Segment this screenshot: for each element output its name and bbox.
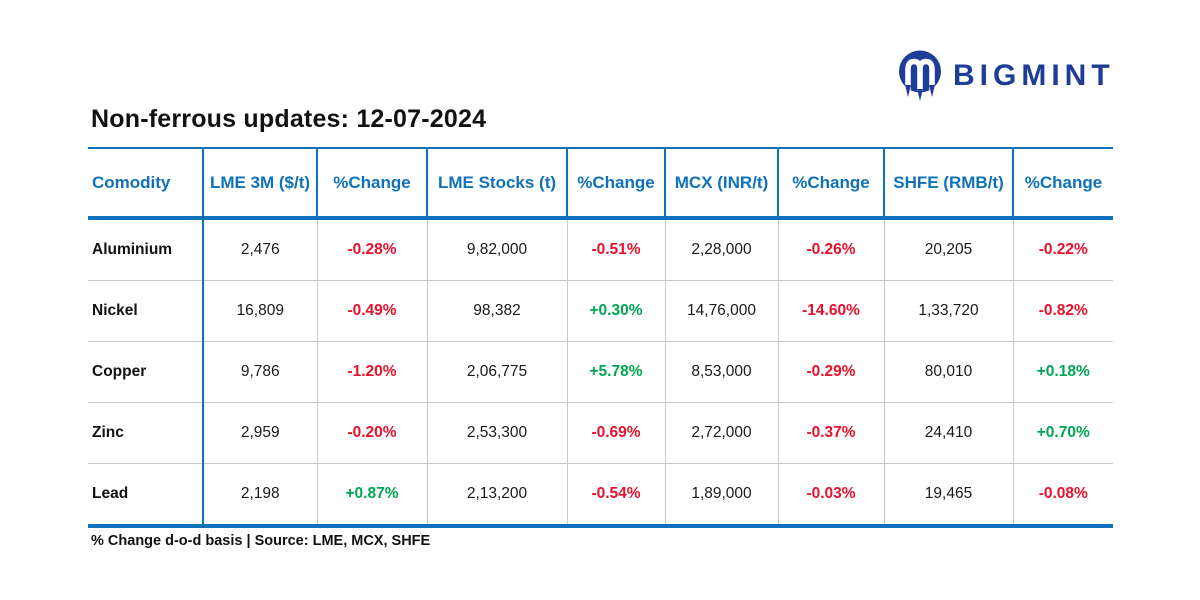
- shfe-change-cell: -0.22%: [1012, 218, 1113, 281]
- mcx-change-cell: -0.29%: [777, 341, 884, 403]
- lme-3m-change-cell: -0.28%: [316, 218, 427, 281]
- lme-stocks-cell: 2,53,300: [426, 402, 567, 464]
- shfe-change-cell: -0.08%: [1012, 463, 1113, 528]
- lme-3m-change-cell: -1.20%: [316, 341, 427, 403]
- table-row-nickel: Nickel 16,809 -0.49% 98,382 +0.30% 14,76…: [88, 280, 1113, 342]
- lme-stocks-change-cell: -0.51%: [566, 218, 665, 281]
- mcx-change-cell: -14.60%: [777, 280, 884, 342]
- lme-stocks-change-cell: -0.69%: [566, 402, 665, 464]
- lme-3m-cell: 16,809: [202, 280, 317, 342]
- shfe-cell: 1,33,720: [883, 280, 1013, 342]
- lme-stocks-change-cell: +0.30%: [566, 280, 665, 342]
- bigmint-logo-icon: [899, 50, 941, 101]
- shfe-change-cell: -0.82%: [1012, 280, 1113, 342]
- lme-3m-cell: 2,198: [202, 463, 317, 528]
- brand-name: BIGMINT: [953, 59, 1115, 92]
- lme-3m-change-cell: -0.49%: [316, 280, 427, 342]
- shfe-change-cell: +0.18%: [1012, 341, 1113, 403]
- commodity-name: Nickel: [88, 280, 203, 342]
- table-row-zinc: Zinc 2,959 -0.20% 2,53,300 -0.69% 2,72,0…: [88, 402, 1113, 464]
- lme-stocks-change-cell: +5.78%: [566, 341, 665, 403]
- page-title: Non-ferrous updates: 12-07-2024: [91, 105, 487, 133]
- lme-stocks-cell: 2,13,200: [426, 463, 567, 528]
- header-shfe-change: %Change: [1012, 147, 1113, 220]
- mcx-cell: 14,76,000: [664, 280, 778, 342]
- header-lme-3m-change: %Change: [316, 147, 427, 220]
- table-row-copper: Copper 9,786 -1.20% 2,06,775 +5.78% 8,53…: [88, 341, 1113, 403]
- lme-stocks-cell: 98,382: [426, 280, 567, 342]
- header-row: Comodity LME 3M ($/t) %Change LME Stocks…: [88, 147, 1113, 220]
- mcx-change-cell: -0.03%: [777, 463, 884, 528]
- lme-3m-cell: 2,959: [202, 402, 317, 464]
- header-lme-3m: LME 3M ($/t): [202, 147, 317, 220]
- lme-3m-cell: 2,476: [202, 218, 317, 281]
- header-mcx: MCX (INR/t): [664, 147, 778, 220]
- header-mcx-change: %Change: [777, 147, 884, 220]
- mcx-cell: 1,89,000: [664, 463, 778, 528]
- table-row-lead: Lead 2,198 +0.87% 2,13,200 -0.54% 1,89,0…: [88, 463, 1113, 528]
- commodity-name: Aluminium: [88, 218, 203, 281]
- shfe-cell: 80,010: [883, 341, 1013, 403]
- header-lme-stocks-change: %Change: [566, 147, 665, 220]
- non-ferrous-price-table: Comodity LME 3M ($/t) %Change LME Stocks…: [88, 147, 1113, 528]
- commodity-name: Lead: [88, 463, 203, 528]
- table-row-aluminium: Aluminium 2,476 -0.28% 9,82,000 -0.51% 2…: [88, 218, 1113, 281]
- commodity-name: Zinc: [88, 402, 203, 464]
- header-comodity: Comodity: [88, 147, 203, 220]
- mcx-change-cell: -0.37%: [777, 402, 884, 464]
- lme-stocks-cell: 9,82,000: [426, 218, 567, 281]
- header-lme-stocks: LME Stocks (t): [426, 147, 567, 220]
- commodity-name: Copper: [88, 341, 203, 403]
- shfe-change-cell: +0.70%: [1012, 402, 1113, 464]
- shfe-cell: 24,410: [883, 402, 1013, 464]
- mcx-cell: 8,53,000: [664, 341, 778, 403]
- mcx-cell: 2,28,000: [664, 218, 778, 281]
- lme-3m-change-cell: -0.20%: [316, 402, 427, 464]
- mcx-cell: 2,72,000: [664, 402, 778, 464]
- shfe-cell: 20,205: [883, 218, 1013, 281]
- header-shfe: SHFE (RMB/t): [883, 147, 1013, 220]
- shfe-cell: 19,465: [883, 463, 1013, 528]
- lme-3m-cell: 9,786: [202, 341, 317, 403]
- brand-logo: BIGMINT: [896, 50, 1115, 102]
- mcx-change-cell: -0.26%: [777, 218, 884, 281]
- lme-stocks-change-cell: -0.54%: [566, 463, 665, 528]
- lme-stocks-cell: 2,06,775: [426, 341, 567, 403]
- lme-3m-change-cell: +0.87%: [316, 463, 427, 528]
- footnote: % Change d-o-d basis | Source: LME, MCX,…: [91, 533, 431, 549]
